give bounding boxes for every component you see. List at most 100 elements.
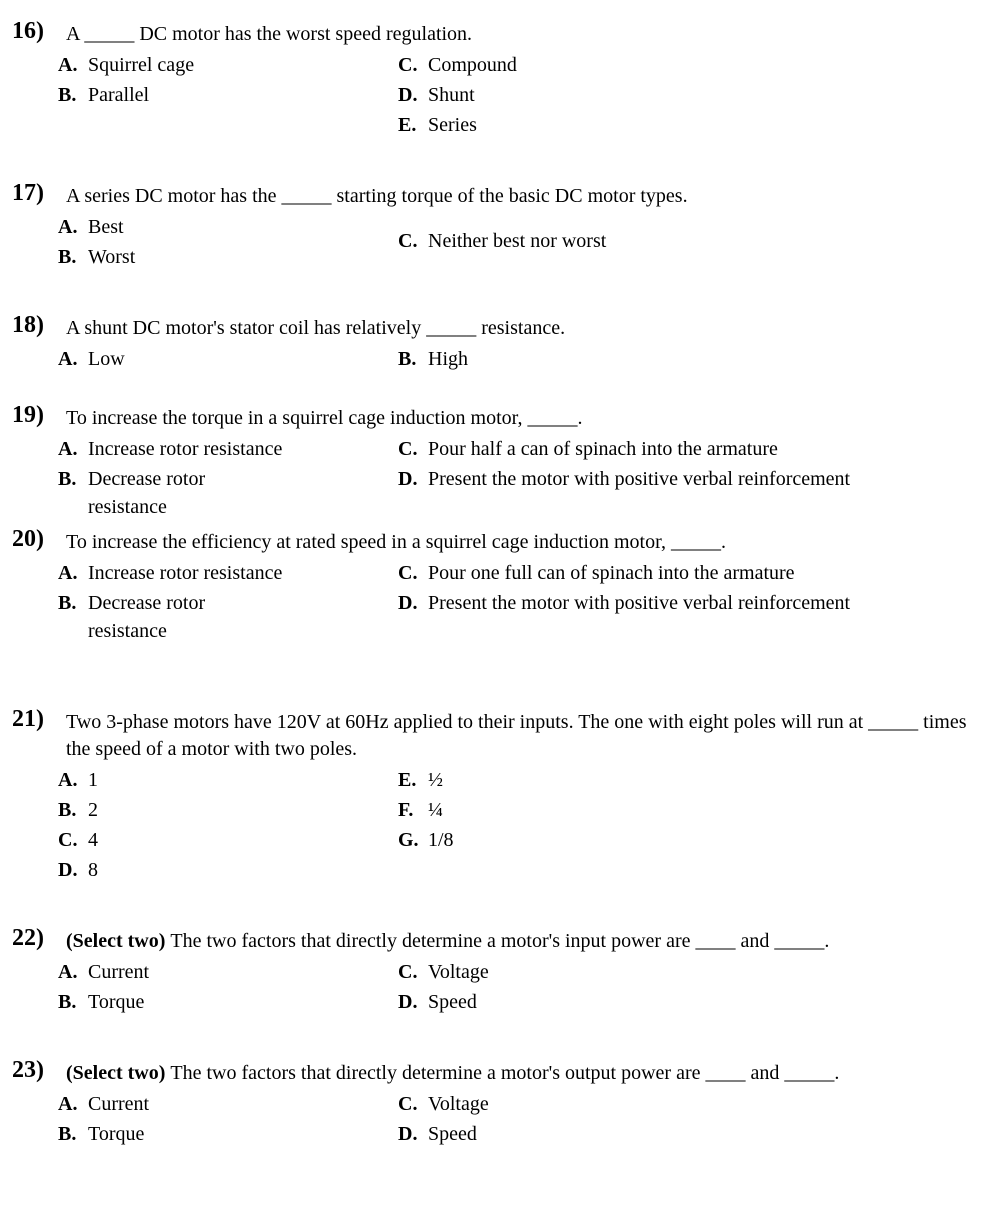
choices: A. Current B. Torque C.Voltage D.Speed (58, 957, 982, 1017)
choice-d[interactable]: D.Speed (398, 988, 982, 1016)
choice-letter: B. (58, 81, 88, 109)
choice-d[interactable]: D.Speed (398, 1120, 982, 1148)
choice-a[interactable]: A. Increase rotor resistance (58, 435, 398, 463)
choice-letter: E. (398, 111, 428, 139)
choice-column-b: C.Pour one full can of spinach into the … (398, 558, 982, 646)
question-number: 18) (12, 312, 54, 339)
choice-a[interactable]: A. Increase rotor resistance (58, 559, 398, 587)
choice-letter: C. (398, 51, 428, 79)
choice-column-b: C.Pour half a can of spinach into the ar… (398, 434, 982, 522)
question-number: 17) (12, 180, 54, 207)
choice-c[interactable]: C.Pour one full can of spinach into the … (398, 559, 982, 587)
choice-letter: C. (58, 826, 88, 854)
question-stem: 20) To increase the efficiency at rated … (12, 526, 982, 556)
choice-text: Pour one full can of spinach into the ar… (428, 559, 982, 587)
choice-c[interactable]: C.Neither best nor worst (398, 227, 982, 255)
choice-letter: B. (58, 243, 88, 271)
choice-a[interactable]: A. 1 (58, 766, 398, 794)
choice-text: 8 (88, 856, 398, 884)
choice-c[interactable]: C.Voltage (398, 958, 982, 986)
choice-text: ½ (428, 766, 982, 794)
choice-b[interactable]: B. Decrease rotor resistance (58, 465, 398, 521)
question-stem: 18) A shunt DC motor's stator coil has r… (12, 312, 982, 342)
choice-column-a: A. Increase rotor resistance B. Decrease… (58, 434, 398, 522)
choice-text: Speed (428, 988, 982, 1016)
choice-text: Series (428, 111, 982, 139)
choice-text: High (428, 345, 982, 373)
choice-text: Current (88, 958, 398, 986)
choice-b[interactable]: B. Torque (58, 988, 398, 1016)
choice-letter: D. (398, 465, 428, 493)
choice-d[interactable]: D. 8 (58, 856, 398, 884)
choice-letter: A. (58, 958, 88, 986)
choice-letter: B. (58, 1120, 88, 1148)
choice-c[interactable]: C.Pour half a can of spinach into the ar… (398, 435, 982, 463)
choice-b[interactable]: B. Parallel (58, 81, 398, 109)
choice-a[interactable]: A. Current (58, 1090, 398, 1118)
choice-b[interactable]: B. Decrease rotor resistance (58, 589, 398, 645)
choice-letter: B. (58, 796, 88, 824)
choice-c[interactable]: C.Compound (398, 51, 982, 79)
choice-letter: C. (398, 435, 428, 463)
choices: A. Best B. Worst C.Neither best nor wors… (58, 212, 982, 272)
choice-column-a: A. 1 B. 2 C. 4 D. 8 (58, 765, 398, 885)
question-23: 23) (Select two) The two factors that di… (12, 1057, 982, 1149)
choice-text: Pour half a can of spinach into the arma… (428, 435, 982, 463)
choice-text: Parallel (88, 81, 398, 109)
choice-letter: D. (398, 988, 428, 1016)
choices: A. Current B. Torque C.Voltage D.Speed (58, 1089, 982, 1149)
choice-text: 4 (88, 826, 398, 854)
question-text: (Select two) The two factors that direct… (54, 1057, 982, 1087)
choice-letter: F. (398, 796, 428, 824)
choice-g[interactable]: G.1/8 (398, 826, 982, 854)
choice-letter: C. (398, 958, 428, 986)
choice-d[interactable]: D.Shunt (398, 81, 982, 109)
choice-text: Increase rotor resistance (88, 559, 398, 587)
question-stem: 17) A series DC motor has the _____ star… (12, 180, 982, 210)
choice-text: ¼ (428, 796, 982, 824)
question-text: A _____ DC motor has the worst speed reg… (54, 18, 982, 48)
question-19: 19) To increase the torque in a squirrel… (12, 402, 982, 522)
choice-column-a: A. Current B. Torque (58, 1089, 398, 1149)
question-text: A shunt DC motor's stator coil has relat… (54, 312, 982, 342)
question-number: 16) (12, 18, 54, 45)
choices: A. Increase rotor resistance B. Decrease… (58, 558, 982, 646)
question-21: 21) Two 3-phase motors have 120V at 60Hz… (12, 706, 982, 885)
choice-text: Squirrel cage (88, 51, 398, 79)
choice-letter: B. (58, 988, 88, 1016)
choice-text: Compound (428, 51, 982, 79)
choices: A. 1 B. 2 C. 4 D. 8 E.½ F.¼ G.1/8 (58, 765, 982, 885)
choice-a[interactable]: A. Current (58, 958, 398, 986)
choice-c[interactable]: C.Voltage (398, 1090, 982, 1118)
choice-b[interactable]: B. Torque (58, 1120, 398, 1148)
choice-text: Voltage (428, 1090, 982, 1118)
choice-text: Present the motor with positive verbal r… (428, 465, 982, 493)
choice-e[interactable]: E.Series (398, 111, 982, 139)
choice-letter: D. (398, 81, 428, 109)
choice-text: Current (88, 1090, 398, 1118)
question-text: Two 3-phase motors have 120V at 60Hz app… (54, 706, 982, 763)
question-text: To increase the efficiency at rated spee… (54, 526, 982, 556)
choice-a[interactable]: A. Best (58, 213, 398, 241)
choice-column-b: C.Voltage D.Speed (398, 1089, 982, 1149)
choice-letter: C. (398, 559, 428, 587)
choice-b[interactable]: B. 2 (58, 796, 398, 824)
question-text: A series DC motor has the _____ starting… (54, 180, 982, 210)
question-stem-text: The two factors that directly determine … (170, 930, 829, 952)
choice-e[interactable]: E.½ (398, 766, 982, 794)
choice-d[interactable]: D.Present the motor with positive verbal… (398, 589, 982, 617)
question-17: 17) A series DC motor has the _____ star… (12, 180, 982, 272)
choice-b[interactable]: B.High (398, 345, 982, 373)
question-number: 21) (12, 706, 54, 733)
choice-letter: B. (58, 589, 88, 617)
choice-text: Increase rotor resistance (88, 435, 398, 463)
choice-text: Neither best nor worst (428, 227, 982, 255)
question-number: 22) (12, 925, 54, 952)
choice-text: 2 (88, 796, 398, 824)
choice-c[interactable]: C. 4 (58, 826, 398, 854)
choice-f[interactable]: F.¼ (398, 796, 982, 824)
choice-a[interactable]: A. Low (58, 345, 398, 373)
choice-b[interactable]: B. Worst (58, 243, 398, 271)
choice-d[interactable]: D.Present the motor with positive verbal… (398, 465, 982, 493)
choice-a[interactable]: A. Squirrel cage (58, 51, 398, 79)
